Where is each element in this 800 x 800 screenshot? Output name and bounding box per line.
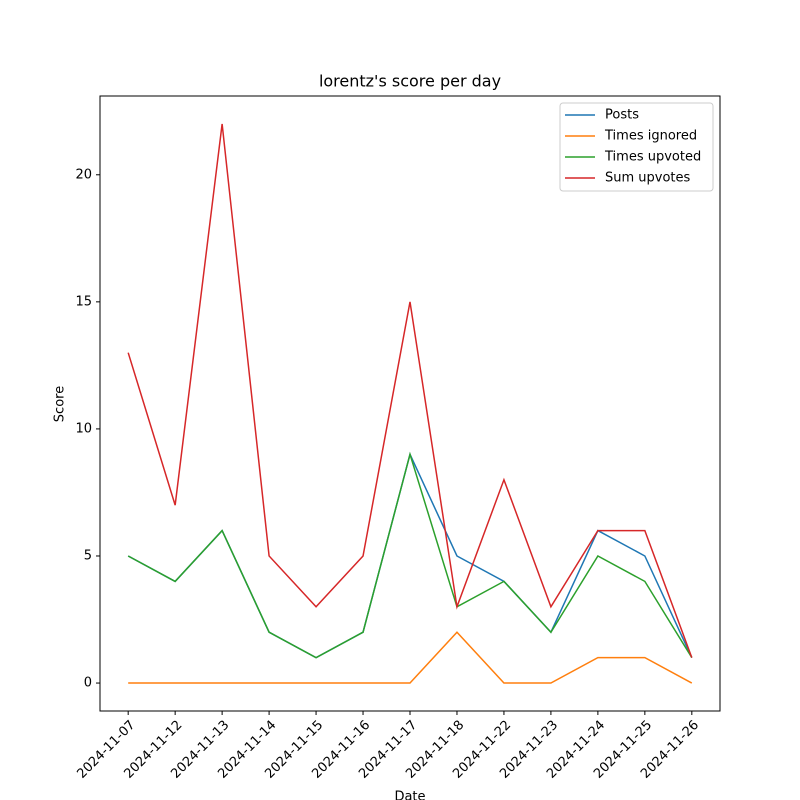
legend-label: Times upvoted [604,150,701,165]
y-tick-label: 0 [84,676,92,691]
y-tick-label: 5 [84,548,92,563]
data-line [127,452,693,659]
chart-title: lorentz's score per day [319,72,501,91]
y-tick-label: 15 [75,294,92,309]
legend-label: Sum upvotes [605,171,691,186]
y-tick-label: 10 [75,421,92,436]
legend: Posts Times ignored Times upvoted Sum upvot… [559,102,714,192]
legend-label: Times ignored [604,129,697,144]
y-axis-label: Score [53,386,68,422]
x-axis-label: Date [394,790,425,800]
legend-label: Posts [605,108,639,123]
data-line [127,451,693,659]
y-tick-label: 20 [75,167,92,182]
legend-box [559,102,714,192]
data-line [127,123,693,658]
data-line [128,631,693,684]
